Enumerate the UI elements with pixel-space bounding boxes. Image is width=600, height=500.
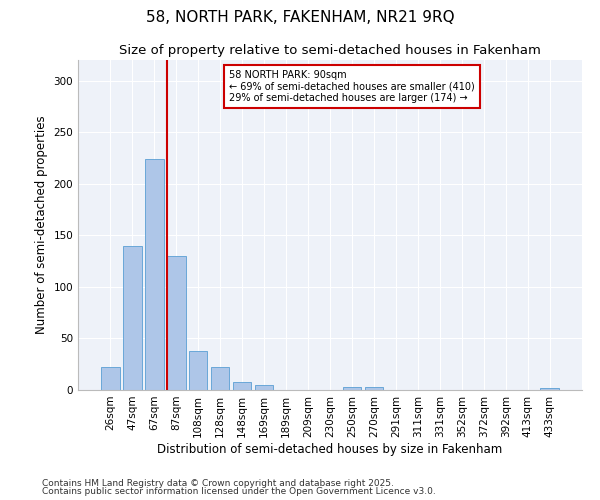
Bar [343,387,361,390]
Bar [189,351,208,390]
X-axis label: Distribution of semi-detached houses by size in Fakenham: Distribution of semi-detached houses by … [157,442,503,456]
Title: Size of property relative to semi-detached houses in Fakenham: Size of property relative to semi-detach… [119,44,541,58]
Bar [365,387,383,390]
Bar [145,159,164,390]
Bar [167,256,185,390]
Bar [211,368,229,390]
Text: Contains HM Land Registry data © Crown copyright and database right 2025.: Contains HM Land Registry data © Crown c… [42,478,394,488]
Text: Contains public sector information licensed under the Open Government Licence v3: Contains public sector information licen… [42,487,436,496]
Bar [233,382,251,390]
Y-axis label: Number of semi-detached properties: Number of semi-detached properties [35,116,48,334]
Text: 58, NORTH PARK, FAKENHAM, NR21 9RQ: 58, NORTH PARK, FAKENHAM, NR21 9RQ [146,10,454,25]
Bar [541,388,559,390]
Text: 58 NORTH PARK: 90sqm
← 69% of semi-detached houses are smaller (410)
29% of semi: 58 NORTH PARK: 90sqm ← 69% of semi-detac… [229,70,475,103]
Bar [255,385,274,390]
Bar [101,368,119,390]
Bar [123,246,142,390]
